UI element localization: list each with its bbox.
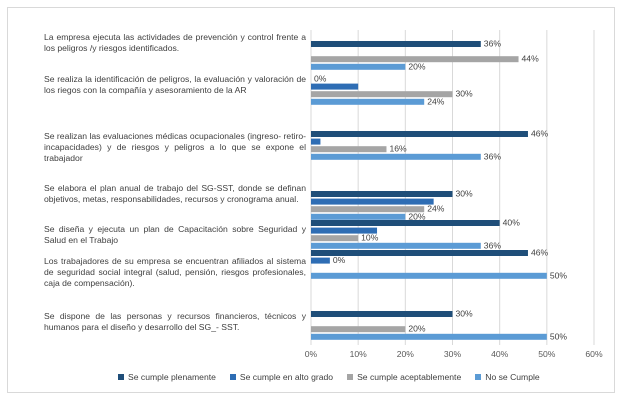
category-label: Se realizan las evaluaciones médicas ocu… bbox=[44, 131, 306, 164]
bar bbox=[311, 138, 321, 145]
x-tick-label: 10% bbox=[350, 349, 368, 359]
legend-swatch bbox=[475, 374, 482, 380]
data-label: 30% bbox=[456, 89, 474, 99]
bar bbox=[311, 91, 453, 98]
category-label: Se realiza la identificación de peligros… bbox=[44, 74, 306, 96]
data-label: 50% bbox=[550, 270, 568, 280]
bar bbox=[311, 257, 330, 264]
data-label: 36% bbox=[484, 240, 502, 250]
bar bbox=[311, 63, 406, 70]
bar bbox=[311, 198, 434, 205]
category-label: Se diseña y ejecuta un plan de Capacitac… bbox=[44, 224, 306, 246]
data-label: 30% bbox=[456, 309, 474, 319]
data-label: 0% bbox=[333, 255, 346, 265]
x-tick-label: 60% bbox=[585, 349, 603, 359]
data-label: 46% bbox=[531, 129, 549, 139]
bar bbox=[311, 213, 406, 220]
bar bbox=[311, 333, 547, 340]
x-tick-label: 20% bbox=[397, 349, 415, 359]
bar bbox=[311, 83, 359, 90]
legend-swatch bbox=[118, 374, 124, 380]
legend: Se cumple plenamente Se cumple en alto g… bbox=[118, 372, 540, 382]
data-label: 24% bbox=[427, 204, 445, 214]
bar bbox=[311, 326, 406, 333]
category-label: La empresa ejecuta las actividades de pr… bbox=[44, 32, 306, 54]
bar bbox=[311, 98, 425, 105]
bar bbox=[311, 131, 528, 137]
bar bbox=[311, 242, 481, 249]
x-tick-label: 30% bbox=[444, 349, 462, 359]
legend-item: No se Cumple bbox=[475, 372, 540, 382]
legend-swatch bbox=[229, 374, 236, 380]
data-label: 36% bbox=[484, 151, 502, 161]
category-label: Los trabajadores de su empresa se encuen… bbox=[44, 256, 306, 289]
data-label: 20% bbox=[408, 211, 426, 221]
data-label: 24% bbox=[427, 96, 445, 106]
data-label: 50% bbox=[550, 331, 568, 341]
data-label: 36% bbox=[484, 39, 502, 49]
x-tick-label: 50% bbox=[538, 349, 556, 359]
data-label: 20% bbox=[408, 324, 426, 334]
bar bbox=[311, 206, 425, 213]
data-label: 16% bbox=[389, 144, 407, 154]
data-label: 44% bbox=[522, 54, 540, 64]
bar bbox=[311, 153, 481, 160]
bar bbox=[311, 250, 528, 256]
bar bbox=[311, 41, 481, 47]
data-label: 10% bbox=[361, 233, 379, 243]
bar bbox=[311, 191, 453, 197]
legend-swatch bbox=[347, 374, 354, 380]
legend-item: Se cumple aceptablemente bbox=[347, 372, 461, 382]
data-label: 30% bbox=[456, 189, 474, 199]
bar bbox=[311, 272, 547, 279]
category-label: Se dispone de las personas y recursos fi… bbox=[44, 311, 306, 333]
bar bbox=[311, 227, 378, 234]
data-label: 40% bbox=[503, 218, 521, 228]
data-label: 46% bbox=[531, 248, 549, 258]
data-label: 0% bbox=[314, 74, 327, 84]
bar bbox=[311, 56, 519, 63]
legend-label: Se cumple aceptablemente bbox=[357, 372, 462, 382]
legend-item: Se cumple plenamente bbox=[118, 372, 216, 382]
bar bbox=[311, 220, 500, 226]
legend-label: Se cumple plenamente bbox=[128, 372, 216, 382]
legend-label: No se Cumple bbox=[485, 372, 540, 382]
legend-label: Se cumple en alto grado bbox=[239, 372, 334, 382]
bar bbox=[311, 146, 387, 153]
bar bbox=[311, 311, 453, 317]
category-label: Se elabora el plan anual de trabajo del … bbox=[44, 183, 306, 205]
data-label: 20% bbox=[408, 61, 426, 71]
bar bbox=[311, 235, 359, 242]
x-tick-label: 0% bbox=[305, 349, 318, 359]
legend-item: Se cumple en alto grado bbox=[229, 372, 334, 382]
x-tick-label: 40% bbox=[491, 349, 509, 359]
